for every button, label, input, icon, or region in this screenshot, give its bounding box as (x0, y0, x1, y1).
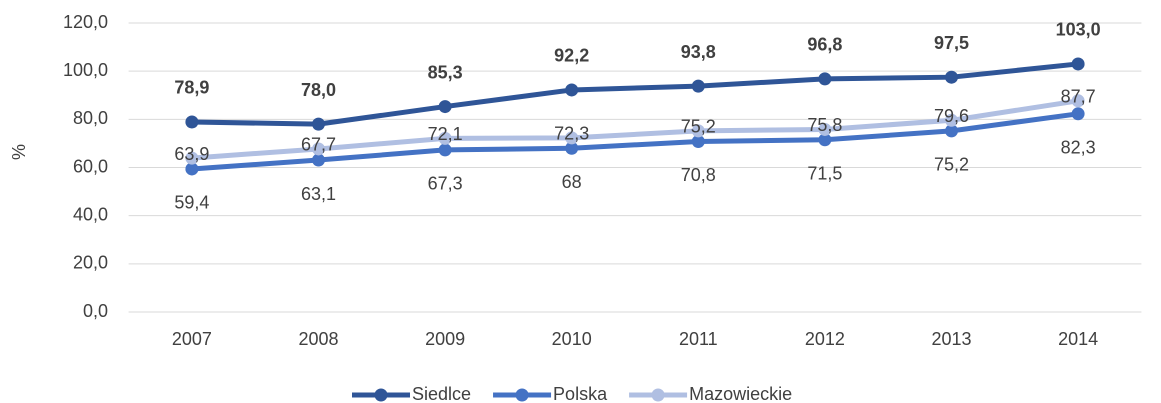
data-label: 59,4 (174, 193, 209, 213)
data-label: 71,5 (807, 164, 842, 184)
data-label: 79,6 (934, 106, 969, 126)
data-point (818, 133, 832, 147)
data-point (818, 72, 832, 86)
legend-label: Mazowieckie (689, 384, 792, 403)
data-label: 63,9 (174, 144, 209, 164)
x-tick-label: 2008 (298, 329, 338, 349)
y-tick-label: 0,0 (83, 301, 108, 321)
data-label: 85,3 (428, 62, 463, 82)
data-point (1071, 94, 1085, 108)
data-label: 78,0 (301, 80, 336, 100)
data-point (945, 70, 958, 84)
data-point (691, 124, 705, 138)
data-point (945, 124, 958, 138)
y-tick-label: 40,0 (73, 204, 108, 224)
data-label: 82,3 (1061, 138, 1096, 158)
data-point (312, 117, 325, 131)
x-tick-label: 2012 (805, 329, 845, 349)
data-label: 78,9 (174, 78, 209, 98)
data-point (312, 142, 325, 156)
data-label: 70,8 (681, 165, 716, 185)
x-tick-label: 2007 (172, 329, 212, 349)
x-tick-label: 2013 (931, 329, 971, 349)
y-tick-label: 100,0 (63, 60, 108, 80)
data-label: 67,3 (428, 174, 463, 194)
x-tick-label: 2011 (679, 329, 718, 349)
data-label: 67,7 (301, 135, 336, 155)
data-label: 96,8 (807, 35, 842, 55)
data-point (438, 143, 452, 157)
data-label: 72,3 (554, 124, 589, 144)
data-point (1071, 57, 1085, 71)
data-point (565, 83, 579, 97)
data-label: 92,2 (554, 46, 589, 66)
data-point (1071, 107, 1085, 121)
y-tick-label: 60,0 (73, 156, 108, 176)
series-line (191, 111, 1079, 172)
y-axis-label: % (9, 144, 29, 160)
y-tick-label: 80,0 (73, 108, 108, 128)
x-tick-label: 2009 (425, 329, 465, 349)
data-point (438, 131, 452, 145)
legend-marker (374, 388, 388, 402)
x-tick-label: 2010 (552, 329, 592, 349)
x-tick-label: 2014 (1058, 329, 1098, 349)
y-tick-label: 20,0 (73, 253, 108, 273)
data-point (945, 113, 958, 127)
data-label: 87,7 (1061, 87, 1096, 107)
data-label: 68 (562, 172, 582, 192)
legend-marker (651, 388, 665, 402)
data-point (185, 115, 199, 129)
data-label: 97,5 (934, 33, 969, 53)
series-line (191, 98, 1079, 161)
data-point (818, 122, 832, 136)
data-label: 93,8 (681, 42, 716, 62)
data-label: 75,8 (807, 115, 842, 135)
data-label: 72,1 (428, 124, 463, 144)
data-point (691, 134, 705, 148)
data-point (565, 141, 579, 155)
data-point (312, 153, 325, 167)
y-tick-label: 120,0 (63, 12, 108, 32)
data-point (691, 79, 705, 93)
legend-label: Polska (553, 384, 608, 403)
data-label: 75,2 (934, 155, 969, 175)
data-label: 75,2 (681, 117, 716, 137)
series-line (191, 61, 1079, 127)
data-point (185, 151, 199, 165)
data-point (438, 100, 452, 114)
data-point (565, 131, 579, 145)
legend-label: Siedlce (412, 384, 471, 403)
legend-marker (515, 388, 529, 402)
data-point (185, 162, 199, 176)
data-label: 103,0 (1056, 20, 1101, 40)
data-label: 63,1 (301, 184, 336, 204)
